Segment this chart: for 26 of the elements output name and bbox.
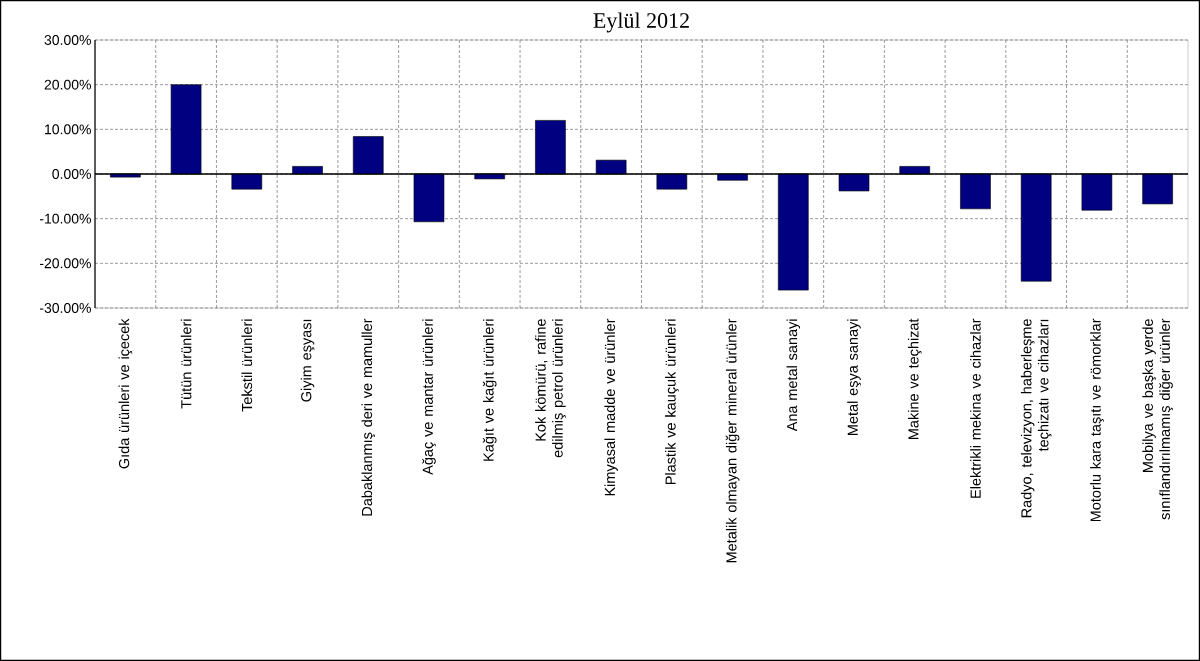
y-tick-label: -20.00%	[39, 258, 91, 269]
x-tick-label: Kimyasal madde ve ürünler	[604, 318, 618, 496]
x-tick-label: Gıda ürünleri ve içecek	[118, 318, 133, 469]
y-tick-label: 0.00%	[52, 169, 91, 179]
x-tick-label: Makine ve teçhizat	[907, 318, 922, 439]
x-tick-label: Tütün ürünleri	[180, 319, 192, 409]
x-tick-label: Kok kömürü, rafine edilmiş petrol ürünleri	[535, 319, 566, 458]
x-tick-label: Radyo, televizyon, haberleşme teçhizatı ve cihazları	[1020, 319, 1052, 518]
x-tick-label: Tekstil ürünleri	[241, 319, 253, 412]
y-tick-label: -30.00%	[39, 303, 91, 313]
y-tick-label: 10.00%	[45, 124, 91, 135]
y-tick-label: -10.00%	[39, 213, 91, 224]
x-tick-label: Ağaç ve mantar ürünleri	[422, 319, 436, 475]
x-tick-label: Motorlu kara taşıtı ve römorklar	[1090, 318, 1104, 522]
x-tick-label: Plastik ve kauçuk ürünleri	[665, 319, 679, 485]
x-tick-label: Mobilya ve başka yerde sınıflandırılmamış diğer ürünler	[1142, 318, 1173, 520]
x-tick-label: Ana metal sanayi	[786, 319, 801, 432]
x-tick-label: Metal eşya sanayi	[847, 319, 861, 435]
x-tick-label: Metalik olmayan diğer mineral ürünler	[725, 318, 740, 563]
x-tick-label: Dabaklanmış deri ve mamuller	[361, 318, 376, 516]
y-tick-label: 20.00%	[44, 79, 91, 90]
chart-title: Eylül 2012	[593, 12, 689, 33]
y-tick-label: 30.00%	[44, 35, 91, 45]
x-tick-label: Elektrikli mekina ve cihazlar	[970, 318, 981, 498]
x-tick-label: Giyim eşyası	[300, 319, 315, 402]
x-tick-label: Kağıt ve kağıt ürünleri	[482, 319, 497, 461]
